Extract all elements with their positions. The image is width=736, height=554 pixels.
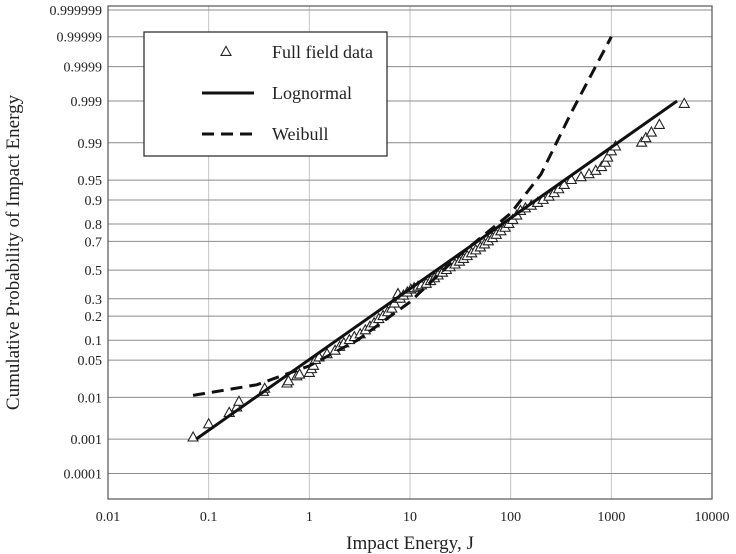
y-tick-label: 0.8: [85, 218, 103, 233]
data-point: [601, 150, 614, 162]
axes: 0.01 0.1 1 10 100 1000 10000 0.0001 0.001 0.01 0.0…: [50, 4, 730, 525]
series-layer: [187, 36, 691, 442]
y-tick-label: 0.0001: [64, 468, 103, 483]
x-tick-label: 0.01: [96, 510, 121, 525]
y-tick-label: 0.3: [85, 293, 103, 308]
y-tick-label: 0.01: [78, 391, 103, 406]
x-tick-label: 10: [403, 510, 417, 525]
data-point: [645, 125, 658, 137]
y-tick-label: 0.9: [85, 194, 103, 209]
y-tick-label: 0.999: [71, 95, 103, 110]
data-point: [187, 430, 200, 442]
x-tick-label: 1000: [597, 510, 625, 525]
legend-label-lognormal: Lognormal: [272, 83, 352, 103]
data-point: [653, 118, 666, 129]
data-point: [565, 173, 578, 185]
y-tick-label: 0.1: [85, 334, 103, 349]
data-point: [202, 417, 215, 429]
data-point: [639, 131, 652, 143]
y-tick-label: 0.7: [85, 235, 103, 250]
x-tick-label: 1: [306, 510, 313, 525]
legend: Full field data Lognormal Weibull: [143, 31, 388, 157]
x-tick-label: 0.1: [200, 510, 218, 525]
weibull-series-line: [192, 36, 613, 397]
y-tick-label: 0.5: [85, 264, 103, 279]
data-point: [293, 367, 306, 379]
legend-label-full-field-data: Full field data: [272, 42, 373, 62]
data-point: [678, 97, 691, 108]
y-tick-label: 0.001: [71, 433, 103, 448]
y-tick-label: 0.95: [78, 174, 103, 189]
x-tick-label: 100: [500, 510, 521, 525]
lognormal-series-line: [195, 99, 678, 441]
legend-box: [143, 31, 388, 157]
data-point: [233, 395, 245, 406]
legend-label-weibull: Weibull: [272, 124, 329, 144]
y-tick-label: 0.05: [78, 354, 103, 369]
plot-frame: [107, 5, 713, 500]
data-point: [385, 302, 398, 313]
y-axis-label: Cumulative Probability of Impact Energy: [3, 94, 24, 410]
grid-lines: [108, 6, 712, 499]
x-tick-label: 10000: [695, 510, 730, 525]
y-tick-label: 0.2: [85, 310, 103, 325]
legend-marker-full-field-data: [220, 45, 232, 56]
y-tick-label: 0.99999: [57, 31, 103, 46]
data-point: [575, 170, 587, 182]
y-tick-label: 0.99: [78, 137, 103, 152]
y-tick-label: 0.999999: [50, 4, 103, 19]
x-axis-label: Impact Energy, J: [346, 533, 474, 554]
data-point: [599, 156, 612, 167]
y-tick-label: 0.9999: [64, 61, 103, 76]
